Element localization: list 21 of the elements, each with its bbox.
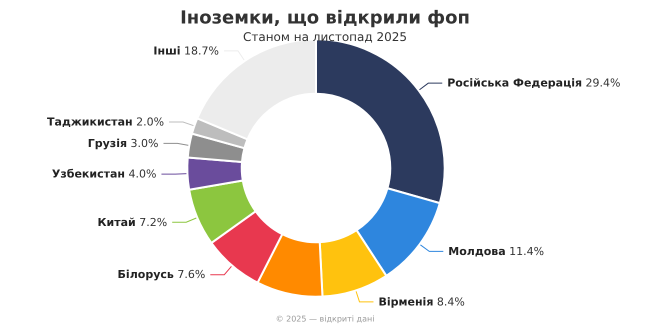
slice-label: Вірменія	[378, 295, 434, 308]
slice-label: Білорусь	[118, 268, 174, 282]
data-label: 7.2%	[136, 216, 168, 229]
data-label: 4.0%	[124, 168, 156, 181]
slice-label: Інші	[153, 44, 181, 58]
data-label: 2.0%	[132, 116, 164, 129]
data-label: 29.4%	[582, 76, 621, 90]
slice-label: Російська Федерація	[447, 76, 582, 90]
slice-label: Молдова	[448, 244, 506, 258]
data-label: 8.4%	[433, 295, 465, 308]
slice-label: Китай	[98, 216, 136, 229]
data-label: 18.7%	[180, 44, 220, 58]
slice-label: Таджикистан	[47, 116, 133, 129]
text: © 2025 — відкриті дані	[276, 314, 374, 324]
data-label: 3.0%	[127, 136, 158, 150]
data-label: 7.6%	[174, 268, 206, 282]
slice-label: Грузія	[88, 136, 128, 150]
data-label: 11.4%	[506, 244, 544, 258]
slice-label: Узбекистан	[52, 168, 125, 181]
chart-subtitle: Станом на листопад 2025	[242, 30, 408, 44]
chart-title: Іноземки, що відкрили фоп	[180, 8, 470, 28]
